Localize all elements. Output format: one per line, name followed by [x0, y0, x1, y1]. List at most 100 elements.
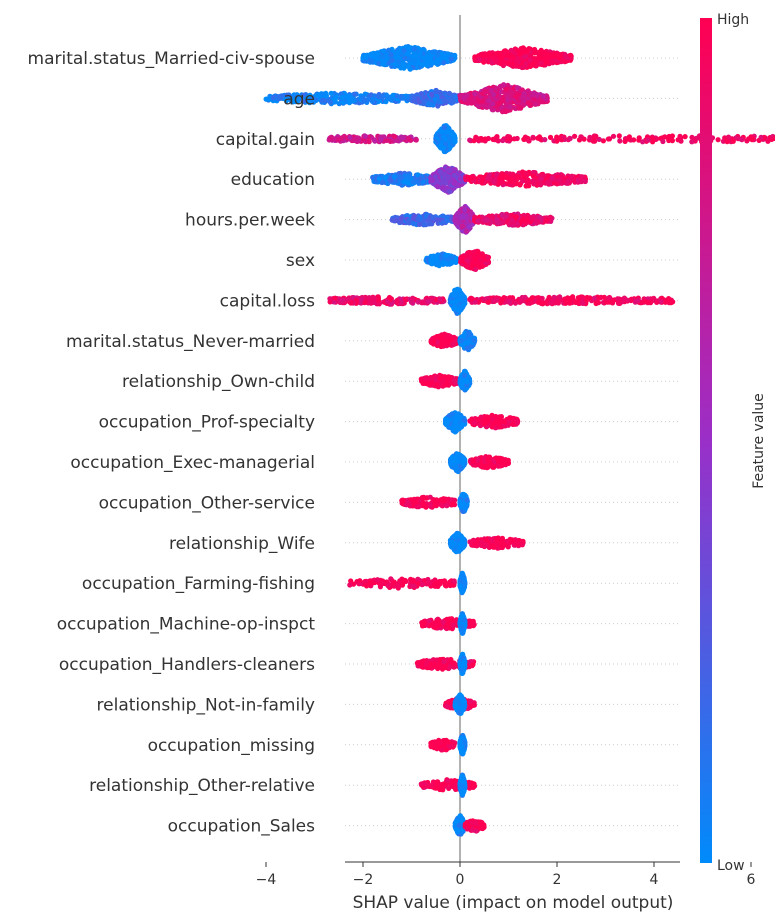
- shap-point: [678, 138, 684, 144]
- shap-point: [540, 93, 546, 99]
- shap-point: [451, 180, 457, 186]
- shap-point: [437, 296, 443, 303]
- shap-point: [532, 57, 538, 63]
- shap-point: [537, 136, 543, 142]
- shap-point: [446, 90, 452, 96]
- shap-point: [426, 299, 432, 305]
- shap-point: [430, 214, 436, 220]
- shap-point: [464, 257, 470, 264]
- shap-point: [477, 56, 483, 63]
- shap-point: [398, 175, 404, 181]
- shap-point: [514, 85, 520, 91]
- shap-point: [481, 102, 487, 109]
- shap-point: [328, 90, 334, 96]
- shap-point: [499, 59, 505, 65]
- shap-point: [491, 91, 497, 97]
- shap-point: [502, 172, 509, 178]
- shap-point: [547, 51, 553, 57]
- shap-point: [436, 217, 442, 223]
- shap-point: [476, 98, 482, 104]
- shap-point: [487, 51, 494, 58]
- shap-point: [437, 143, 443, 149]
- shap-point: [338, 135, 345, 142]
- shap-point: [418, 176, 424, 182]
- shap-point: [410, 179, 416, 185]
- shap-point: [538, 182, 544, 188]
- shap-point: [391, 133, 397, 140]
- shap-point: [383, 92, 389, 98]
- shap-point: [443, 180, 449, 186]
- shap-point: [291, 97, 297, 104]
- shap-point: [572, 133, 578, 139]
- shap-point: [362, 299, 368, 305]
- shap-point: [453, 291, 460, 297]
- shap-point: [360, 98, 367, 104]
- shap-point: [382, 174, 388, 180]
- shap-point: [332, 295, 338, 301]
- shap-point: [370, 296, 376, 302]
- feature-points-4: [389, 203, 555, 235]
- shap-point: [387, 138, 393, 144]
- shap-point: [378, 137, 384, 143]
- shap-point: [645, 137, 651, 143]
- shap-point: [389, 57, 395, 64]
- shap-point: [500, 96, 506, 103]
- shap-point: [567, 135, 573, 142]
- shap-point: [520, 45, 526, 51]
- shap-point: [578, 134, 584, 140]
- shap-point: [506, 60, 512, 66]
- shap-point: [376, 301, 382, 307]
- shap-point: [344, 94, 350, 100]
- shap-point: [517, 56, 524, 62]
- shap-point: [347, 134, 353, 140]
- shap-point: [352, 136, 358, 143]
- shap-point: [593, 300, 599, 307]
- shap-point: [362, 91, 368, 97]
- shap-point: [416, 221, 423, 227]
- shap-point: [426, 51, 432, 57]
- shap-point: [462, 207, 468, 213]
- shap-point: [494, 216, 500, 222]
- shap-point: [396, 58, 402, 65]
- shap-point: [518, 105, 524, 111]
- shap-point: [372, 93, 378, 99]
- shap-point: [418, 91, 424, 97]
- shap-point: [413, 137, 419, 143]
- shap-point: [436, 56, 442, 63]
- shap-point: [722, 135, 728, 142]
- feature-points-0: [360, 44, 574, 72]
- shap-point: [488, 176, 494, 182]
- shap-point: [323, 93, 329, 99]
- shap-point: [509, 217, 515, 223]
- shap-point: [500, 137, 506, 144]
- shap-point: [578, 176, 584, 182]
- shap-point: [518, 218, 525, 224]
- shap-point: [682, 134, 688, 140]
- shap-point: [443, 252, 449, 258]
- shap-point: [569, 173, 575, 179]
- shap-point: [411, 46, 417, 52]
- shap-point: [677, 133, 683, 139]
- shap-point: [406, 56, 412, 62]
- shap-point: [617, 138, 623, 144]
- shap-point: [508, 90, 514, 96]
- shap-point: [472, 91, 478, 97]
- shap-point: [420, 55, 427, 61]
- shap-point: [447, 136, 453, 143]
- shap-point: [450, 259, 456, 265]
- shap-point: [498, 175, 504, 181]
- shap-point: [384, 299, 390, 305]
- shap-point: [591, 134, 597, 140]
- shap-point: [669, 138, 676, 144]
- shap-point: [556, 55, 562, 61]
- shap-point: [557, 294, 563, 300]
- shap-point: [459, 254, 466, 260]
- shap-point: [430, 253, 436, 260]
- shap-point: [558, 136, 564, 142]
- shap-point: [508, 179, 514, 185]
- shap-point: [472, 257, 478, 263]
- shap-point: [542, 137, 548, 143]
- shap-point: [441, 134, 447, 140]
- shap-point: [531, 178, 537, 184]
